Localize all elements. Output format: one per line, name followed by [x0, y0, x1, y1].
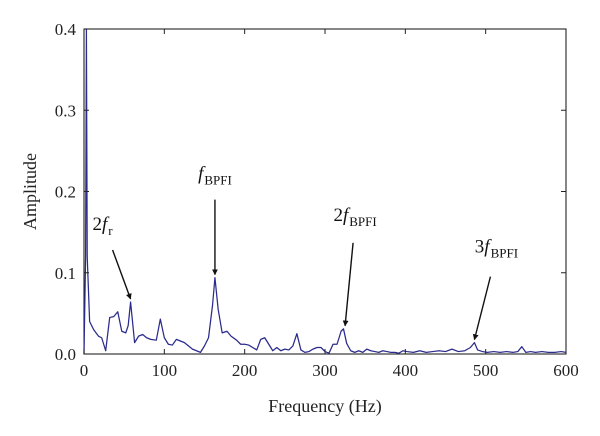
y-tick-label: 0.0 [55, 345, 76, 364]
y-axis-label: Amplitude [20, 153, 40, 230]
x-tick-label: 300 [312, 361, 338, 380]
x-tick-label: 600 [553, 361, 579, 380]
x-tick-label: 200 [232, 361, 258, 380]
axis-ticks: 0 100 200 300 400 500 600 0.0 0.1 0.2 0.3 0.4 [55, 20, 579, 380]
annotation-arrow [342, 242, 354, 327]
x-tick-label: 100 [152, 361, 178, 380]
annotation-label: fBPFI [198, 164, 232, 188]
y-tick-label: 0.3 [55, 101, 76, 120]
y-tick-label: 0.1 [55, 264, 76, 283]
plot-area [83, 28, 567, 355]
annotation-label: 2fr [93, 214, 114, 238]
annotation-arrow [472, 276, 492, 341]
y-tick-label: 0.4 [55, 20, 77, 39]
annotation-0: 2fr [93, 214, 132, 300]
annotation-1: fBPFI [198, 164, 232, 276]
peak-annotations: 2fr fBPFI 2fBPFI 3fBPFI [93, 164, 518, 341]
y-tick-label: 0.2 [55, 183, 76, 202]
x-tick-label: 400 [393, 361, 419, 380]
x-tick-label: 0 [80, 361, 89, 380]
annotation-3: 3fBPFI [472, 237, 518, 341]
x-tick-label: 500 [473, 361, 499, 380]
annotation-arrow [111, 249, 132, 300]
spectrum-series-line-0 [83, 28, 567, 355]
plot-frame [83, 28, 567, 355]
annotation-label: 3fBPFI [475, 237, 518, 261]
x-axis-label: Frequency (Hz) [268, 396, 381, 417]
annotation-2: 2fBPFI [333, 205, 377, 327]
annotation-label: 2fBPFI [333, 205, 376, 229]
